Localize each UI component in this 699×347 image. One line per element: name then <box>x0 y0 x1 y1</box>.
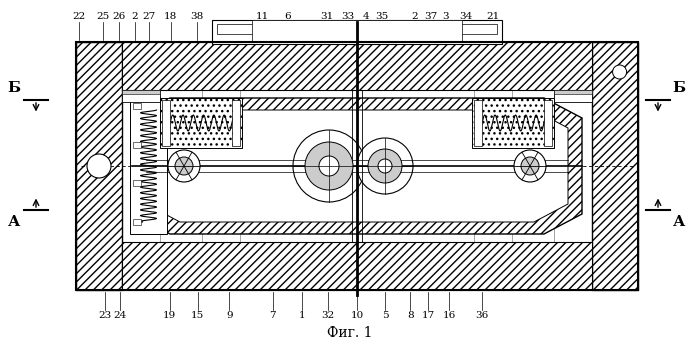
Circle shape <box>293 130 365 202</box>
Text: 7: 7 <box>269 312 276 321</box>
Circle shape <box>175 157 193 175</box>
Text: Б: Б <box>8 81 20 95</box>
Circle shape <box>368 149 402 183</box>
Bar <box>472 98 554 148</box>
Bar <box>122 242 592 290</box>
Bar <box>122 42 592 90</box>
Text: 5: 5 <box>382 312 389 321</box>
Bar <box>217 24 497 34</box>
Text: 16: 16 <box>443 312 456 321</box>
Text: 17: 17 <box>422 312 435 321</box>
Bar <box>592 42 638 290</box>
Text: 34: 34 <box>459 11 472 20</box>
Bar <box>472 98 554 148</box>
Circle shape <box>305 142 353 190</box>
Text: Фиг. 1: Фиг. 1 <box>327 326 373 340</box>
Bar <box>76 42 638 290</box>
Text: 26: 26 <box>113 11 125 20</box>
Circle shape <box>168 150 200 182</box>
Circle shape <box>514 150 546 182</box>
Text: 21: 21 <box>487 11 499 20</box>
Bar <box>133 180 141 186</box>
Bar <box>133 103 141 109</box>
Text: 25: 25 <box>96 11 109 20</box>
Bar <box>122 90 160 102</box>
Bar <box>474 100 482 146</box>
Bar <box>554 90 592 102</box>
Text: 4: 4 <box>363 11 370 20</box>
Bar <box>160 98 242 148</box>
Bar <box>592 42 638 290</box>
Text: 2: 2 <box>411 11 418 20</box>
Text: 37: 37 <box>424 11 437 20</box>
Circle shape <box>612 65 626 79</box>
Bar <box>76 42 122 290</box>
Text: 2: 2 <box>131 11 138 20</box>
Text: 3: 3 <box>442 11 449 20</box>
Bar <box>76 42 122 290</box>
Text: 8: 8 <box>407 312 414 321</box>
Bar <box>122 42 592 90</box>
Text: 24: 24 <box>114 312 127 321</box>
Bar <box>554 90 592 94</box>
Bar <box>544 100 552 146</box>
Text: 38: 38 <box>191 11 203 20</box>
Text: 23: 23 <box>99 312 111 321</box>
Polygon shape <box>132 98 582 234</box>
Bar <box>122 90 160 94</box>
Text: 15: 15 <box>192 312 204 321</box>
Circle shape <box>521 157 539 175</box>
Text: 22: 22 <box>73 11 85 20</box>
Text: 31: 31 <box>320 11 333 20</box>
Text: 36: 36 <box>476 312 489 321</box>
Text: 32: 32 <box>322 312 334 321</box>
Text: 35: 35 <box>376 11 389 20</box>
Circle shape <box>378 159 392 173</box>
Circle shape <box>87 154 111 178</box>
Bar <box>130 98 167 234</box>
Text: 6: 6 <box>284 11 291 20</box>
Bar <box>122 242 592 290</box>
Polygon shape <box>146 110 568 222</box>
Text: А: А <box>8 215 20 229</box>
Bar <box>133 142 141 148</box>
Circle shape <box>357 138 413 194</box>
Text: 27: 27 <box>143 11 155 20</box>
Text: 1: 1 <box>298 312 305 321</box>
Bar <box>122 90 592 242</box>
Bar <box>133 219 141 225</box>
Text: 9: 9 <box>226 312 233 321</box>
Circle shape <box>319 156 339 176</box>
Bar <box>232 100 240 146</box>
Bar <box>162 100 170 146</box>
Text: 11: 11 <box>256 11 268 20</box>
Bar <box>160 98 242 148</box>
Text: А: А <box>673 215 685 229</box>
Text: 19: 19 <box>164 312 176 321</box>
Text: 10: 10 <box>351 312 363 321</box>
Bar <box>212 20 502 44</box>
Text: 18: 18 <box>164 11 177 20</box>
Text: Б: Б <box>672 81 686 95</box>
Bar <box>252 20 462 42</box>
Text: 33: 33 <box>342 11 354 20</box>
